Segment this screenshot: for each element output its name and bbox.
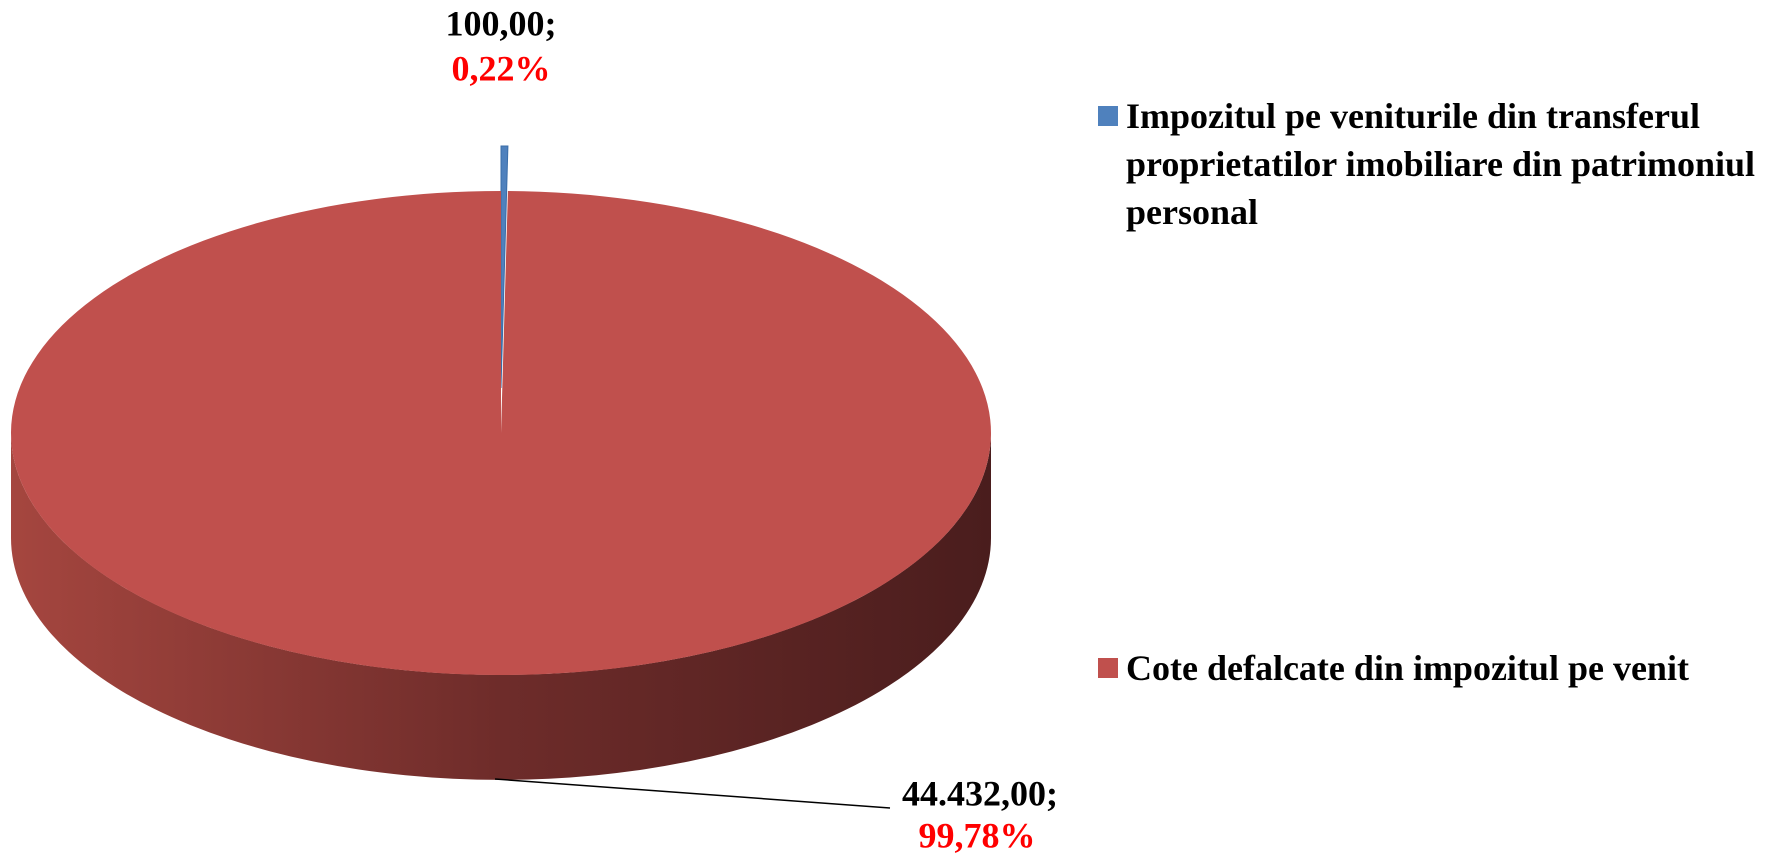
legend-label: Impozitul pe veniturile din transferul p… <box>1126 96 1756 232</box>
legend-item: Cote defalcate din impozitul pe venit <box>1098 644 1758 692</box>
legend-label: Cote defalcate din impozitul pe venit <box>1126 648 1689 688</box>
legend-swatch <box>1098 106 1118 126</box>
pie-slice <box>10 190 991 675</box>
legend-item: Impozitul pe veniturile din transferul p… <box>1098 92 1758 236</box>
data-label: 100,00; <box>446 3 557 43</box>
data-label: 0,22% <box>452 48 551 88</box>
legend-swatch <box>1098 658 1118 678</box>
leader-line <box>494 778 891 809</box>
pie-slice <box>500 145 509 389</box>
data-label: 99,78% <box>919 815 1036 855</box>
pie-side <box>11 433 991 780</box>
data-label: 44.432,00; <box>902 773 1058 813</box>
